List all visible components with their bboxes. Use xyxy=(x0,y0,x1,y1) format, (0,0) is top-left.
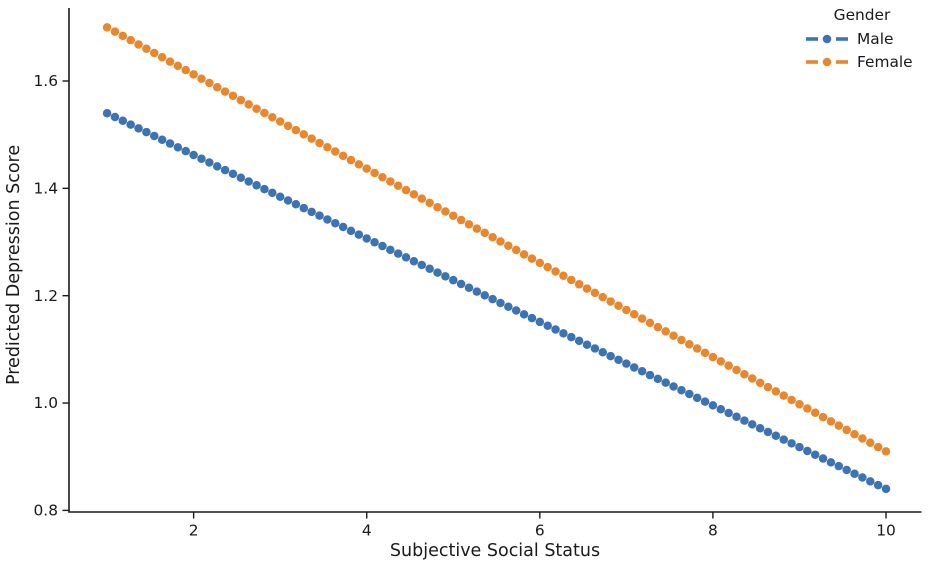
svg-text:10: 10 xyxy=(876,522,896,540)
svg-text:1.2: 1.2 xyxy=(34,287,58,305)
legend-title: Gender xyxy=(833,6,891,24)
y-axis-label: Predicted Depression Score xyxy=(4,144,24,386)
female-line-marker-icon xyxy=(806,57,848,66)
legend-entry-female: Female xyxy=(798,50,926,73)
svg-text:1.6: 1.6 xyxy=(34,72,58,90)
svg-text:8: 8 xyxy=(708,522,718,540)
svg-text:1.4: 1.4 xyxy=(34,180,58,198)
svg-text:4: 4 xyxy=(362,522,372,540)
legend-entry-male: Male xyxy=(798,27,926,50)
svg-text:1.0: 1.0 xyxy=(34,394,58,412)
svg-text:2: 2 xyxy=(189,522,199,540)
svg-text:6: 6 xyxy=(535,522,545,540)
male-line-marker-icon xyxy=(806,34,848,43)
legend: Gender Male Female xyxy=(798,6,926,73)
x-axis-label: Subjective Social Status xyxy=(389,541,601,561)
legend-label-female: Female xyxy=(857,52,913,71)
svg-text:0.8: 0.8 xyxy=(34,502,58,520)
legend-label-male: Male xyxy=(857,29,894,48)
